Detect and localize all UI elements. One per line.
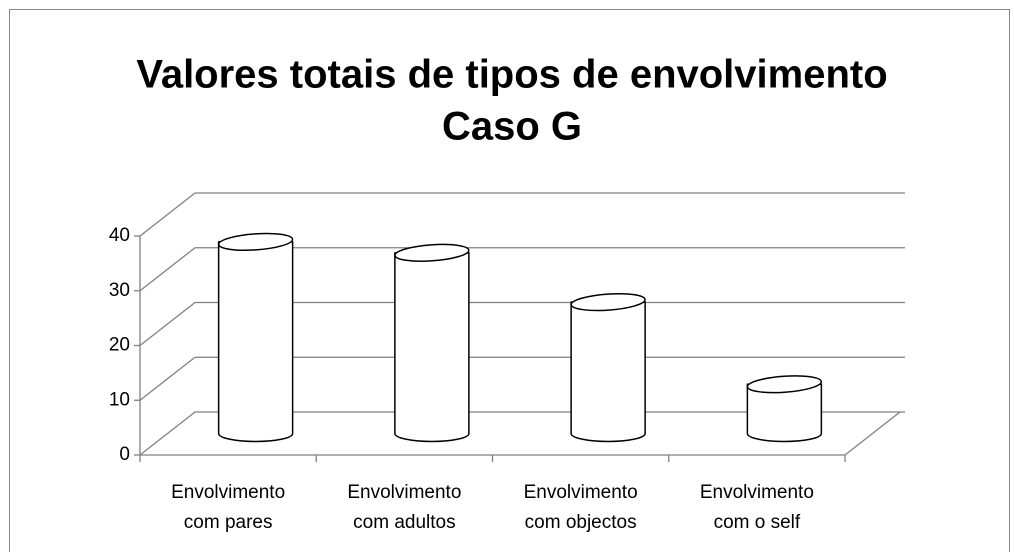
grid-line	[139, 356, 905, 401]
grid-line	[139, 301, 905, 347]
bar-top	[746, 375, 823, 394]
grid-line	[139, 411, 905, 456]
y-tick-label: 30	[109, 280, 130, 301]
x-tick-label: Envolvimento com objectos	[524, 482, 638, 533]
y-tick-label: 20	[109, 335, 130, 356]
bar	[394, 252, 470, 443]
x-tick-label: Envolvimento com o self	[700, 482, 814, 533]
bar	[570, 301, 646, 443]
chart-border	[9, 9, 1010, 552]
chart-title: Valores totais de tipos de envolvimento	[136, 53, 887, 97]
x-tick-label: Envolvimento com adultos	[347, 482, 461, 533]
y-tick-label: 40	[109, 225, 130, 246]
y-tick-label: 0	[119, 444, 130, 465]
bar	[746, 383, 823, 443]
bar-top	[217, 232, 294, 252]
bar	[217, 241, 294, 443]
chart-title: Caso G	[442, 105, 582, 149]
x-tick-label: Envolvimento com pares	[171, 482, 285, 533]
grid-line	[139, 247, 905, 292]
grid-line	[139, 192, 905, 237]
bar-top	[394, 243, 470, 262]
bar-top	[570, 292, 646, 312]
y-tick-label: 10	[109, 389, 130, 410]
